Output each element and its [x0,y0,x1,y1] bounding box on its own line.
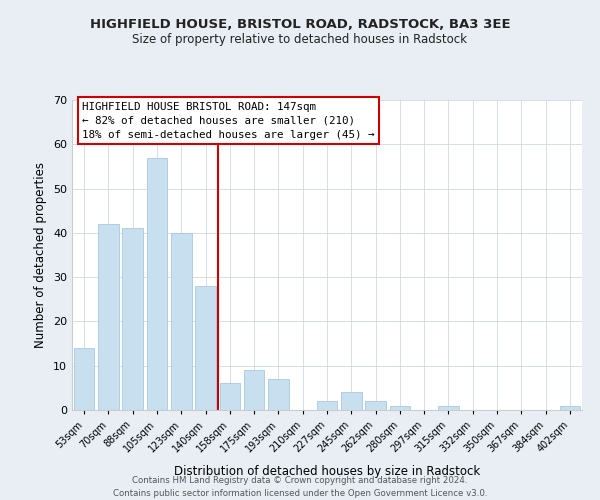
Bar [220,384,240,410]
Bar [122,228,143,410]
Bar [317,401,337,410]
Bar [389,406,410,410]
Text: Contains HM Land Registry data © Crown copyright and database right 2024.
Contai: Contains HM Land Registry data © Crown c… [113,476,487,498]
Bar [74,348,94,410]
X-axis label: Distribution of detached houses by size in Radstock: Distribution of detached houses by size … [174,465,480,478]
Y-axis label: Number of detached properties: Number of detached properties [34,162,47,348]
Bar [98,224,119,410]
Text: HIGHFIELD HOUSE, BRISTOL ROAD, RADSTOCK, BA3 3EE: HIGHFIELD HOUSE, BRISTOL ROAD, RADSTOCK,… [89,18,511,30]
Bar [560,406,580,410]
Bar [244,370,265,410]
Bar [171,233,191,410]
Text: Size of property relative to detached houses in Radstock: Size of property relative to detached ho… [133,32,467,46]
Bar [341,392,362,410]
Bar [268,379,289,410]
Text: HIGHFIELD HOUSE BRISTOL ROAD: 147sqm
← 82% of detached houses are smaller (210)
: HIGHFIELD HOUSE BRISTOL ROAD: 147sqm ← 8… [82,102,374,140]
Bar [365,401,386,410]
Bar [438,406,459,410]
Bar [146,158,167,410]
Bar [195,286,216,410]
